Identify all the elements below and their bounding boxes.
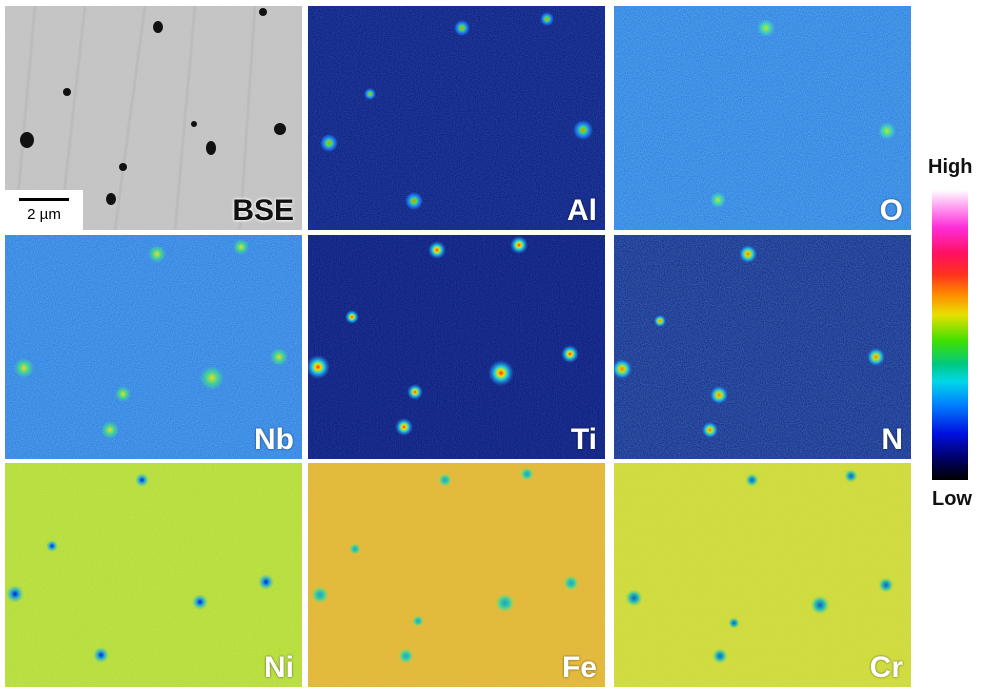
al-map-image [308,6,605,230]
scale-bar: 2 µm [5,190,83,230]
panel-label-al: Al [567,194,597,227]
panel-label-o: O [879,194,903,227]
nb-map-image [5,235,302,459]
cr-map-image [614,463,911,687]
al-map-panel: Al [308,6,605,230]
panel-label-nb: Nb [254,423,294,456]
n-map-image [614,235,911,459]
colorbar-low-label: Low [932,488,972,510]
o-map-panel: O [614,6,911,230]
ti-map-panel: Ti [308,235,605,459]
ni-map-image [5,463,302,687]
panel-label-ti: Ti [570,423,597,456]
colorbar [932,190,968,480]
panel-label-bse: BSE [232,194,294,227]
fe-map-image [308,463,605,687]
scale-bar-label: 2 µm [27,206,61,223]
bse-panel: 2 µm BSE [5,6,302,230]
n-map-panel: N [614,235,911,459]
o-map-image [614,6,911,230]
panel-label-cr: Cr [869,651,903,684]
ti-map-image [308,235,605,459]
nb-map-panel: Nb [5,235,302,459]
ni-map-panel: Ni [5,463,302,687]
panel-label-n: N [881,423,903,456]
panel-label-ni: Ni [264,651,294,684]
colorbar-high-label: High [928,156,973,178]
cr-map-panel: Cr [614,463,911,687]
scale-bar-line [19,198,69,201]
fe-map-panel: Fe [308,463,605,687]
panel-label-fe: Fe [561,651,597,684]
